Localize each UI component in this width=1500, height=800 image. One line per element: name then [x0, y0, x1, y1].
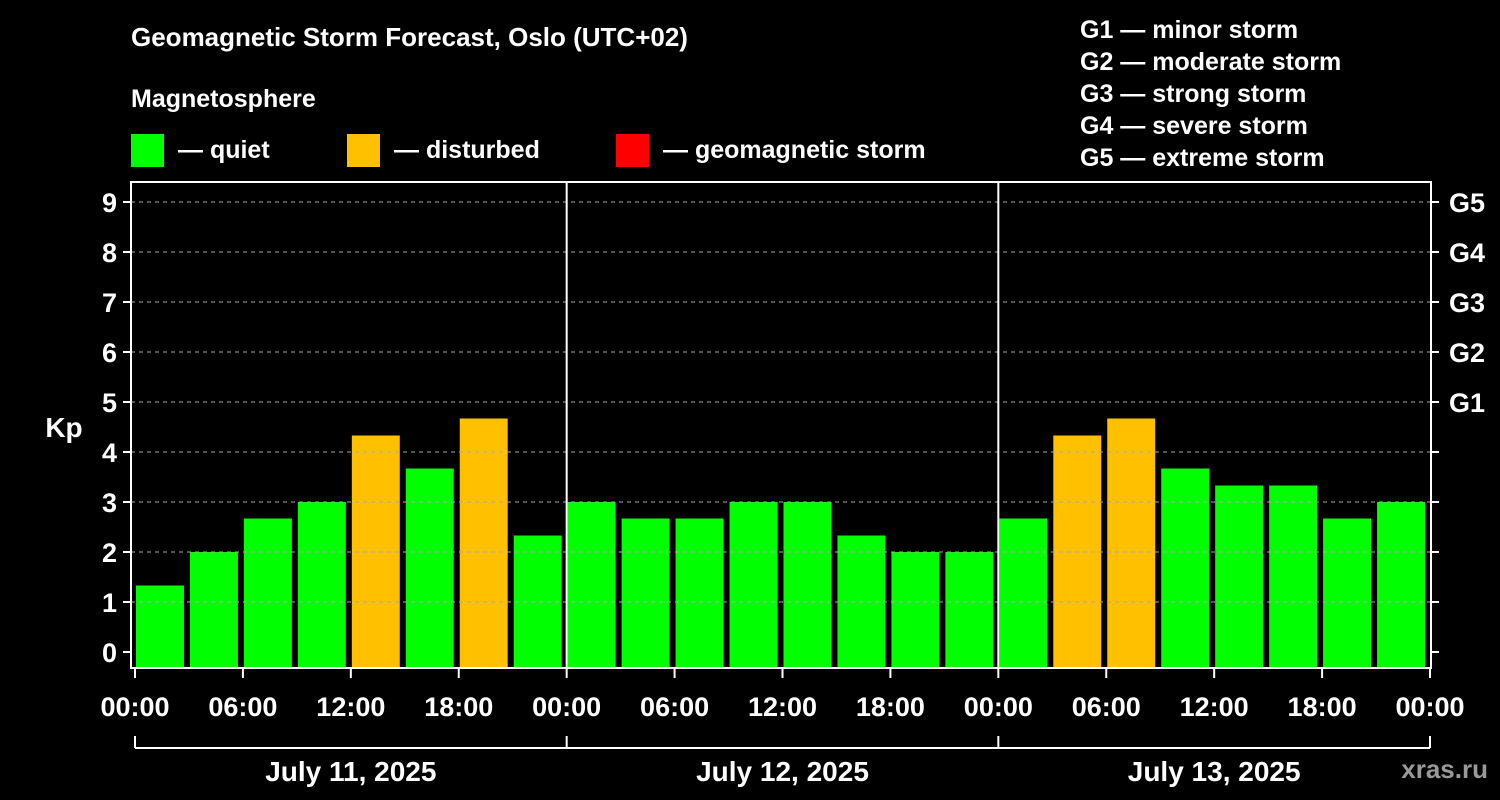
- legend-quiet-swatch: [131, 133, 164, 167]
- x-tick-label: 18:00: [424, 692, 493, 722]
- g-legend-item: G5 — extreme storm: [1080, 144, 1325, 172]
- x-tick-label: 00:00: [532, 692, 601, 722]
- y-axis-label: Kp: [45, 412, 82, 443]
- watermark: xras.ru: [1401, 754, 1488, 784]
- kp-bar: [1377, 502, 1425, 667]
- x-tick-label: 12:00: [748, 692, 817, 722]
- kp-bar: [1215, 485, 1264, 667]
- kp-bar: [1161, 468, 1210, 667]
- kp-bar: [243, 518, 292, 667]
- kp-bar: [459, 418, 508, 667]
- kp-bar: [891, 552, 940, 667]
- g-scale-legend: G1 — minor storm G2 — moderate storm G3 …: [1080, 14, 1341, 174]
- x-tick-label: 00:00: [100, 692, 169, 722]
- y-tick-label: 6: [102, 338, 117, 368]
- kp-bar: [783, 502, 832, 667]
- y-tick-label: 7: [102, 288, 117, 318]
- kp-bar: [1323, 518, 1372, 667]
- g-scale-label: G5: [1449, 188, 1485, 218]
- x-tick-label: 06:00: [640, 692, 709, 722]
- y-tick-label: 1: [102, 588, 117, 618]
- plot-frame: [130, 181, 1432, 669]
- g-scale-label: G3: [1449, 288, 1485, 318]
- y-tick-label: 9: [102, 188, 117, 218]
- kp-bar: [621, 518, 670, 667]
- kp-bar: [999, 518, 1048, 667]
- legend-quiet-label: — quiet: [178, 135, 270, 164]
- g-legend-item: G1 — minor storm: [1080, 16, 1299, 44]
- g-scale-label: G4: [1449, 238, 1485, 268]
- day-label: July 13, 2025: [1128, 756, 1301, 787]
- kp-bar: [567, 502, 616, 667]
- kp-bar: [513, 535, 562, 667]
- kp-bar: [945, 552, 994, 667]
- g-legend-item: G4 — severe storm: [1080, 112, 1308, 140]
- day-label: July 12, 2025: [696, 756, 869, 787]
- x-tick-label: 18:00: [856, 692, 925, 722]
- kp-bar: [405, 468, 454, 667]
- chart-subtitle: Magnetosphere: [131, 85, 316, 113]
- kp-bar: [189, 552, 238, 667]
- y-tick-label: 5: [102, 388, 117, 418]
- g-legend-item: G2 — moderate storm: [1080, 48, 1342, 76]
- legend-storm-swatch: [616, 133, 649, 167]
- legend-disturbed-swatch: [347, 133, 380, 167]
- kp-bar: [136, 585, 184, 667]
- legend-disturbed: — disturbed: [347, 133, 540, 167]
- legend-quiet: — quiet: [131, 133, 270, 167]
- kp-bar: [729, 502, 778, 667]
- kp-bar: [675, 518, 724, 667]
- x-tick-label: 00:00: [964, 692, 1033, 722]
- g-scale-label: G1: [1449, 388, 1485, 418]
- kp-bar: [297, 502, 346, 667]
- kp-bar: [1107, 418, 1156, 667]
- x-tick-label: 06:00: [208, 692, 277, 722]
- g-legend-item: G3 — strong storm: [1080, 80, 1307, 108]
- y-tick-label: 2: [102, 538, 117, 568]
- day-label: July 11, 2025: [265, 756, 436, 787]
- x-tick-label: 18:00: [1288, 692, 1357, 722]
- x-tick-label: 12:00: [1180, 692, 1249, 722]
- kp-bar: [351, 435, 400, 667]
- x-tick-label: 06:00: [1072, 692, 1141, 722]
- y-tick-label: 4: [102, 438, 117, 468]
- chart-title: Geomagnetic Storm Forecast, Oslo (UTC+02…: [131, 22, 688, 52]
- x-tick-label: 00:00: [1395, 692, 1464, 722]
- legend-storm-label: — geomagnetic storm: [663, 135, 926, 164]
- y-tick-label: 8: [102, 238, 117, 268]
- y-tick-label: 3: [102, 488, 117, 518]
- legend-disturbed-label: — disturbed: [394, 135, 540, 164]
- kp-bar: [837, 535, 886, 667]
- x-tick-label: 12:00: [316, 692, 385, 722]
- kp-bar: [1053, 435, 1102, 667]
- kp-bar: [1269, 485, 1318, 667]
- g-scale-label: G2: [1449, 338, 1485, 368]
- y-tick-label: 0: [102, 638, 117, 668]
- legend-storm: — geomagnetic storm: [616, 133, 926, 167]
